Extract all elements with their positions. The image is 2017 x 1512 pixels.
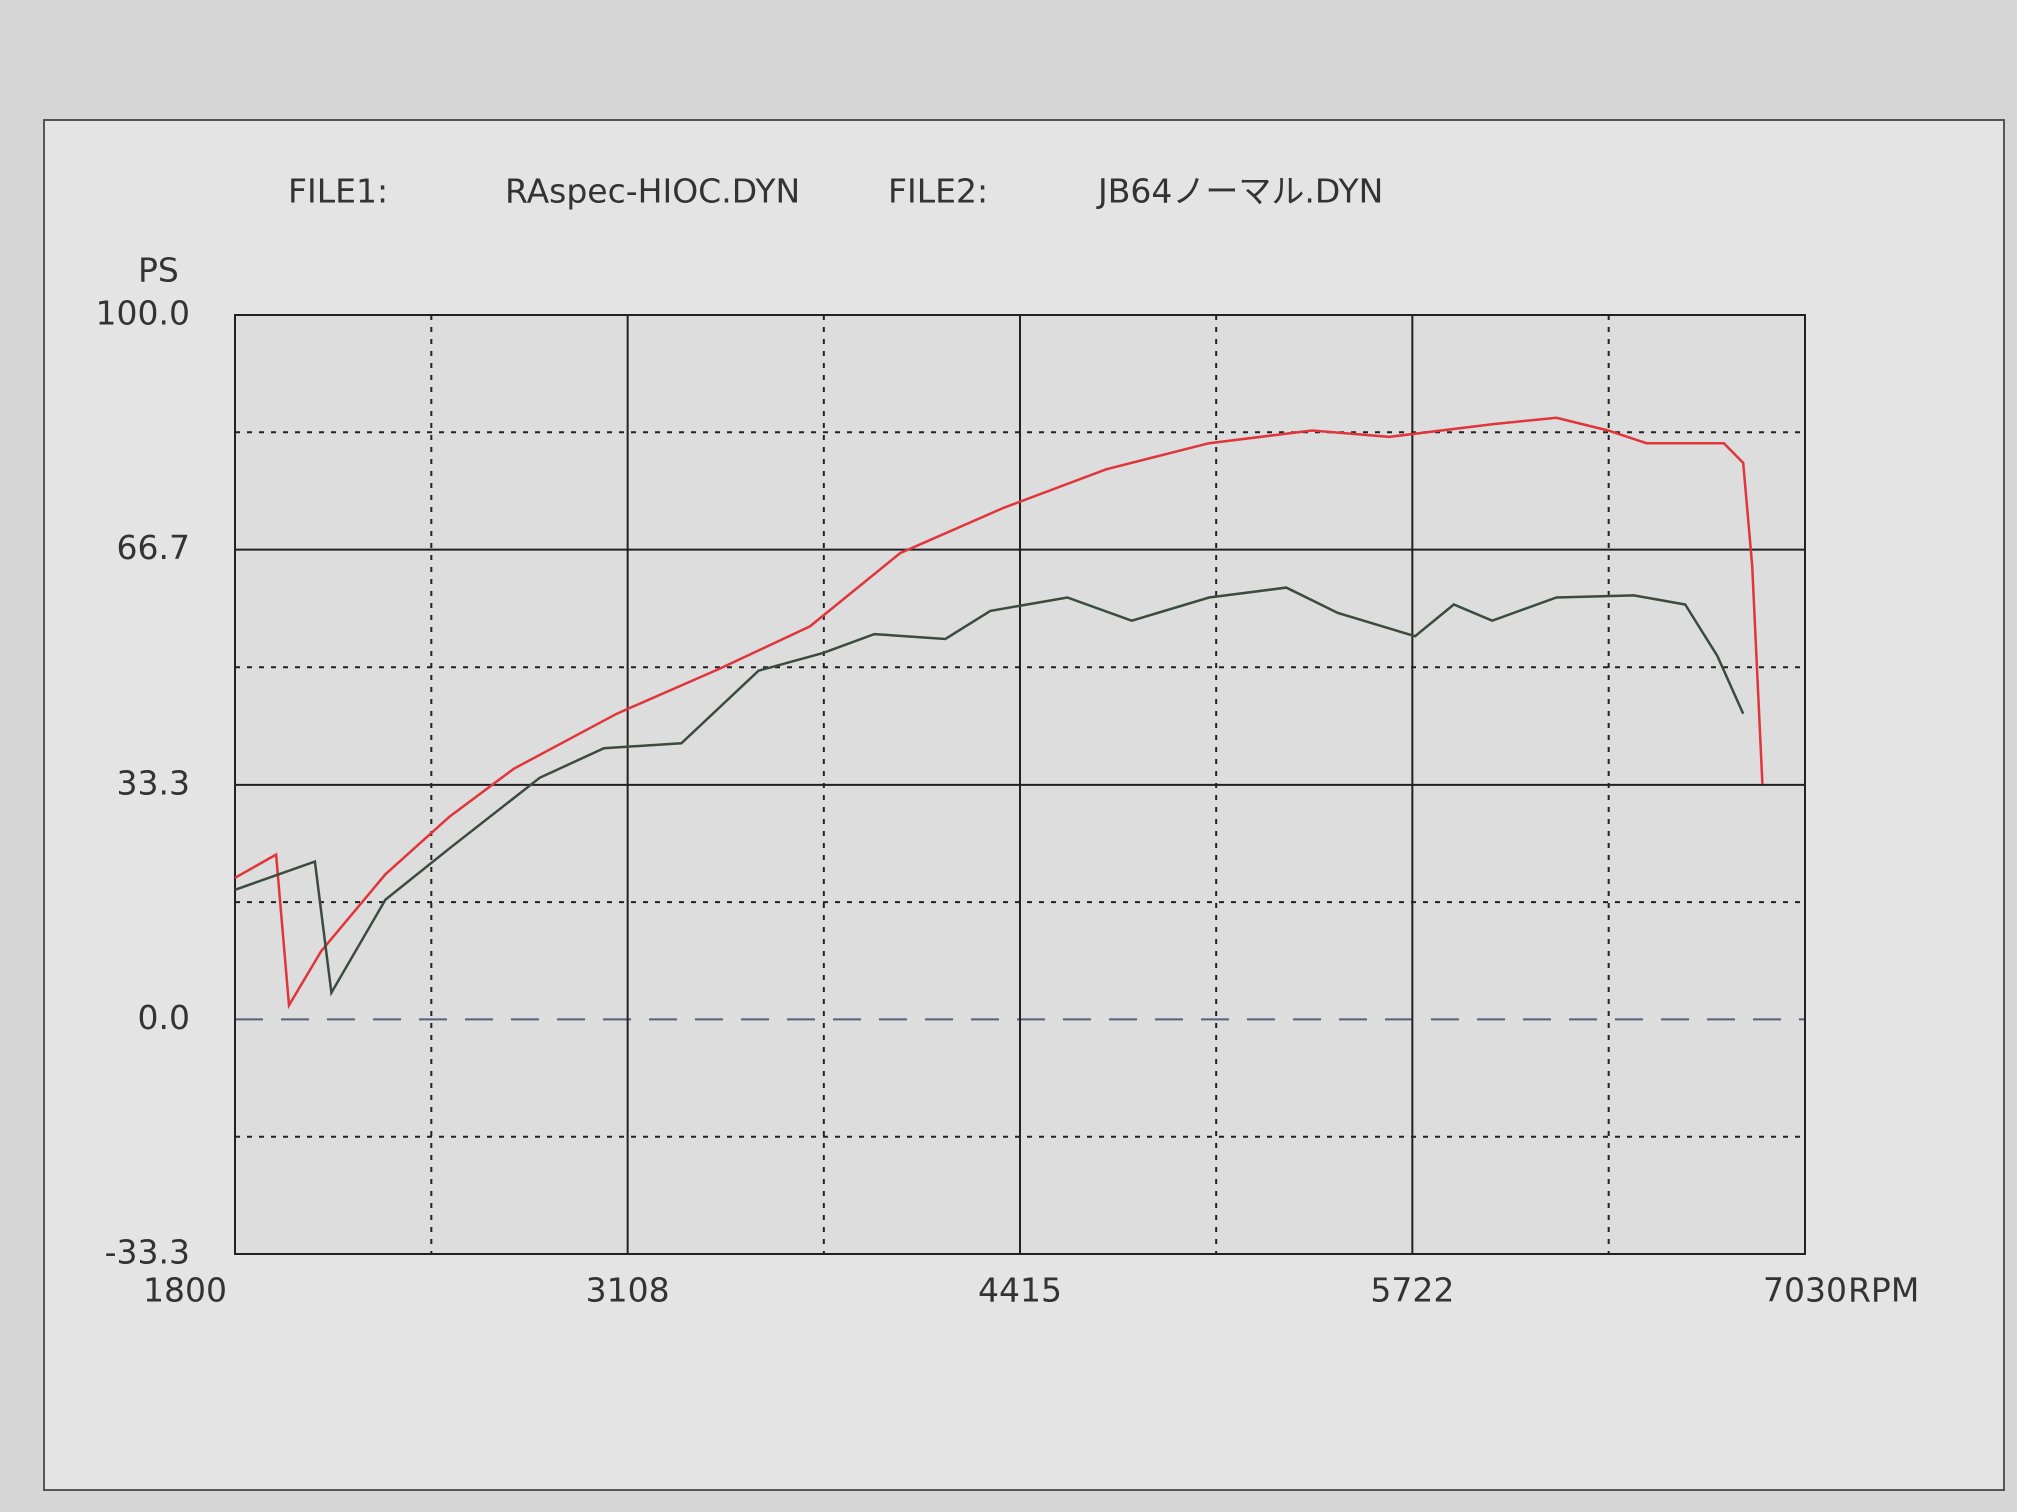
legend-label: FILE2: <box>888 172 988 211</box>
x-tick-label: 4415 <box>978 1271 1062 1310</box>
x-tick-label: 1800 <box>143 1271 227 1310</box>
x-tick-label: 7030 <box>1763 1271 1847 1310</box>
legend-name: JB64ノーマル.DYN <box>1096 172 1383 211</box>
series-line <box>234 416 1764 1010</box>
y-tick-label: 66.7 <box>117 528 190 567</box>
x-axis-label: RPM <box>1848 1271 1919 1310</box>
x-tick-label: 5722 <box>1370 1271 1454 1310</box>
y-tick-label: 100.0 <box>96 294 190 333</box>
y-tick-label: 0.0 <box>138 998 190 1037</box>
legend-name: RAspec-HIOC.DYN <box>505 172 800 211</box>
series-line <box>234 586 1745 997</box>
legend-label: FILE1: <box>288 172 388 211</box>
x-tick-label: 3108 <box>586 1271 670 1310</box>
y-tick-label: 33.3 <box>117 763 190 802</box>
y-tick-label: -33.3 <box>105 1233 190 1272</box>
y-axis-label: PS <box>138 251 179 290</box>
